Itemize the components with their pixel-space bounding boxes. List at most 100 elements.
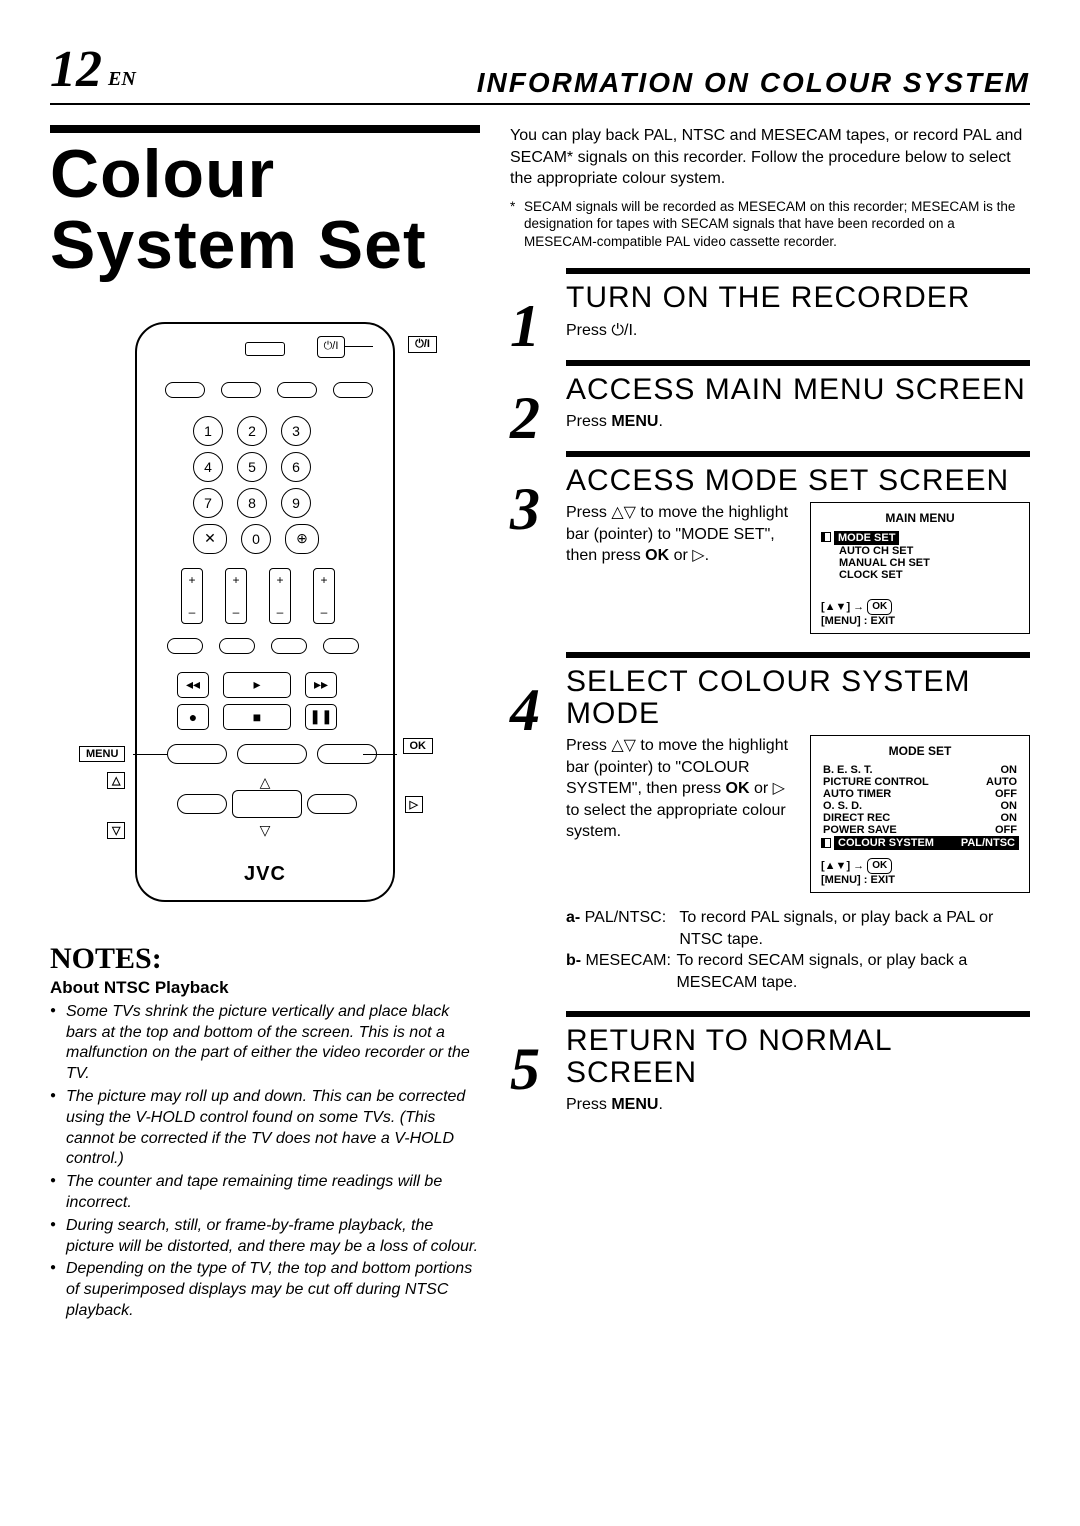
brand-logo: JVC <box>244 863 286 886</box>
page-lang: EN <box>108 68 136 91</box>
remote-pill <box>271 638 307 654</box>
option-val: To record SECAM signals, or play back a … <box>676 950 1030 993</box>
right-column: You can play back PAL, NTSC and MESECAM … <box>510 125 1030 1324</box>
osd-row: DIRECT RECON <box>821 812 1019 824</box>
power-callout: ⏻/I <box>408 336 437 353</box>
notes-heading: NOTES: <box>50 942 480 976</box>
pointer-icon <box>821 838 831 848</box>
nav-left <box>177 794 227 814</box>
num-2: 2 <box>237 416 267 446</box>
num-6: 6 <box>281 452 311 482</box>
osd-row: AUTO TIMEROFF <box>821 788 1019 800</box>
nav-center <box>232 790 302 818</box>
osd-title: MODE SET <box>821 744 1019 758</box>
page-header: 12 EN INFORMATION ON COLOUR SYSTEM <box>50 40 1030 99</box>
step-text: Press △▽ to move the highlight bar (poin… <box>566 735 794 893</box>
down-callout: ▽ <box>107 822 125 839</box>
step-rule <box>566 652 1030 658</box>
step-number: 5 <box>510 1045 540 1093</box>
center-pill <box>237 744 307 764</box>
stop-icon: ■ <box>223 704 291 730</box>
play-icon: ▸ <box>223 672 291 698</box>
step-rule <box>566 1011 1030 1017</box>
osd-row: POWER SAVEOFF <box>821 824 1019 836</box>
step-title: SELECT COLOUR SYSTEM MODE <box>566 666 1030 729</box>
osd-row: PICTURE CONTROLAUTO <box>821 776 1019 788</box>
num-4: 4 <box>193 452 223 482</box>
up-callout: △ <box>107 772 125 789</box>
osd-mode-set: MODE SET B. E. S. T.ON PICTURE CONTROLAU… <box>810 735 1030 893</box>
notes-list: Some TVs shrink the picture vertically a… <box>50 1002 480 1322</box>
num-8: 8 <box>237 488 267 518</box>
step-text: Press MENU. <box>566 1094 1030 1116</box>
step-title: ACCESS MODE SET SCREEN <box>566 465 1030 497</box>
vert-btn: +– <box>269 568 291 624</box>
osd-footer: [▲▼] → OK[MENU] : EXIT <box>821 858 1019 886</box>
option-key: b- MESECAM: <box>566 950 676 993</box>
notes-subheading: About NTSC Playback <box>50 978 480 998</box>
power-button-icon: ⏻/I <box>317 336 345 358</box>
step-title: RETURN TO NORMAL SCREEN <box>566 1025 1030 1088</box>
step-rule <box>566 268 1030 274</box>
rew-icon: ◂◂ <box>177 672 209 698</box>
remote-pill <box>333 382 373 398</box>
note-item: During search, still, or frame-by-frame … <box>50 1216 480 1258</box>
menu-button <box>167 744 227 764</box>
cancel-button: ✕ <box>193 524 227 554</box>
section-title: INFORMATION ON COLOUR SYSTEM <box>136 67 1030 99</box>
header-rule <box>50 103 1030 105</box>
step-text: Press △▽ to move the highlight bar (poin… <box>566 502 794 634</box>
step-text: Press MENU. <box>566 411 1030 433</box>
remote-pill <box>219 638 255 654</box>
nav-up-icon: △ <box>260 774 271 791</box>
leader-line <box>363 754 397 755</box>
main-title: Colour System Set <box>50 139 480 282</box>
nav-right <box>307 794 357 814</box>
osd-row-highlight: COLOUR SYSTEMPAL/NTSC <box>834 836 1019 850</box>
nav-down-icon: ▽ <box>260 822 271 839</box>
osd-row: O. S. D.ON <box>821 800 1019 812</box>
step-rule <box>566 360 1030 366</box>
vert-btn: +– <box>181 568 203 624</box>
step-number: 1 <box>510 302 540 350</box>
num-7: 7 <box>193 488 223 518</box>
remote-diagram: ⏻/I ⏻/I 1 2 3 4 <box>135 322 395 902</box>
note-item: Some TVs shrink the picture vertically a… <box>50 1002 480 1085</box>
option-val: To record PAL signals, or play back a PA… <box>679 907 1030 950</box>
num-5: 5 <box>237 452 267 482</box>
step-title: TURN ON THE RECORDER <box>566 282 1030 314</box>
remote-pill <box>221 382 261 398</box>
options-list: a- PAL/NTSC:To record PAL signals, or pl… <box>566 907 1030 993</box>
remote-pill <box>167 638 203 654</box>
remote-pill <box>277 382 317 398</box>
remote-pill <box>165 382 205 398</box>
leader-line <box>133 754 167 755</box>
step-3: 3 ACCESS MODE SET SCREEN Press △▽ to mov… <box>510 451 1030 635</box>
option-key: a- PAL/NTSC: <box>566 907 679 950</box>
step-5: 5 RETURN TO NORMAL SCREEN Press MENU. <box>510 1011 1030 1116</box>
remote-pill <box>323 638 359 654</box>
step-title: ACCESS MAIN MENU SCREEN <box>566 374 1030 406</box>
right-callout: ▷ <box>405 796 423 813</box>
left-column: Colour System Set ⏻/I ⏻/I <box>50 125 480 1324</box>
step-1: 1 TURN ON THE RECORDER Press ⏻/I. <box>510 268 1030 341</box>
osd-item: AUTO CH SET <box>821 545 1019 557</box>
rec-icon: ● <box>177 704 209 730</box>
menu-callout: MENU <box>79 746 125 762</box>
pause-icon: ❚❚ <box>305 704 337 730</box>
osd-item: CLOCK SET <box>821 569 1019 581</box>
step-number: 2 <box>510 394 540 442</box>
page-number: 12 <box>50 40 102 99</box>
note-item: The counter and tape remaining time read… <box>50 1172 480 1214</box>
step-number: 4 <box>510 686 540 734</box>
ok-callout: OK <box>403 738 434 754</box>
num-9: 9 <box>281 488 311 518</box>
timer-button: ⊕ <box>285 524 319 554</box>
note-item: The picture may roll up and down. This c… <box>50 1087 480 1170</box>
pointer-icon <box>821 532 831 542</box>
title-rule <box>50 125 480 133</box>
intro-footnote: SECAM signals will be recorded as MESECA… <box>510 198 1030 251</box>
osd-item-highlight: MODE SET <box>834 531 899 545</box>
osd-title: MAIN MENU <box>821 511 1019 525</box>
osd-row: B. E. S. T.ON <box>821 764 1019 776</box>
